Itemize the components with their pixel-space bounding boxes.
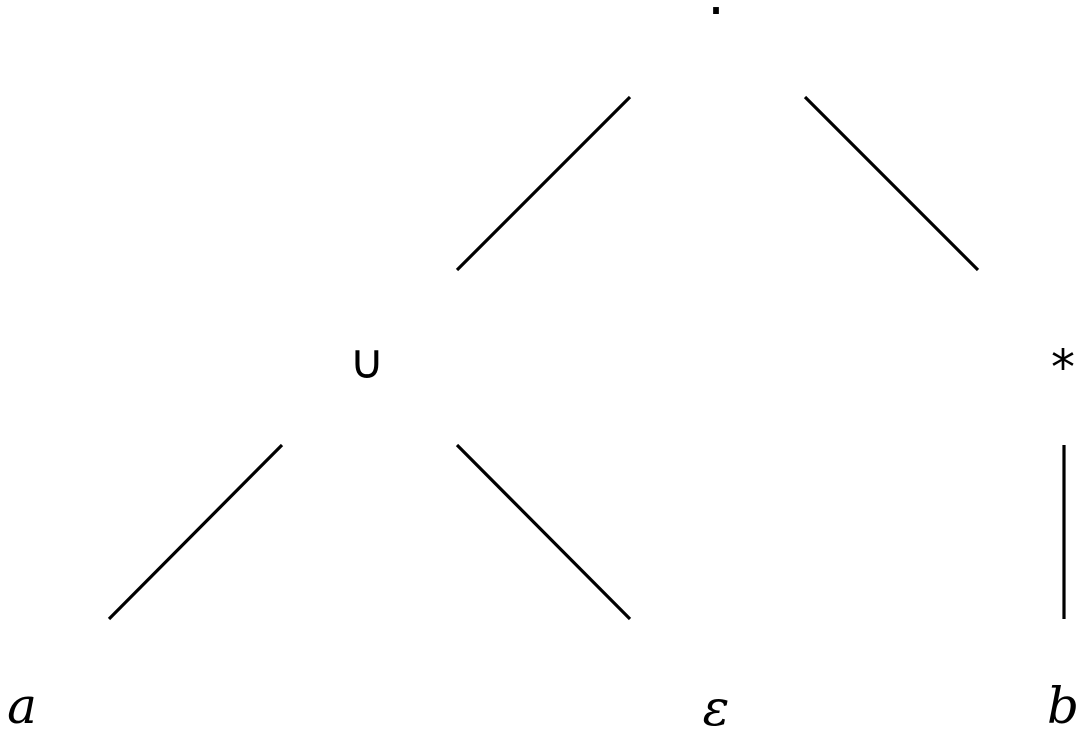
edge-union-epsilon <box>455 443 632 621</box>
edge-union-a <box>107 443 284 621</box>
node-concatenation: · <box>707 0 725 44</box>
leaf-b: b <box>1046 677 1080 735</box>
node-kleene-star: * <box>1051 340 1075 396</box>
edge-concat-union <box>455 95 632 272</box>
leaf-a: a <box>7 677 37 735</box>
leaf-epsilon: ε <box>702 679 730 737</box>
node-union: ∪ <box>349 334 385 390</box>
edge-concat-star <box>803 95 980 272</box>
